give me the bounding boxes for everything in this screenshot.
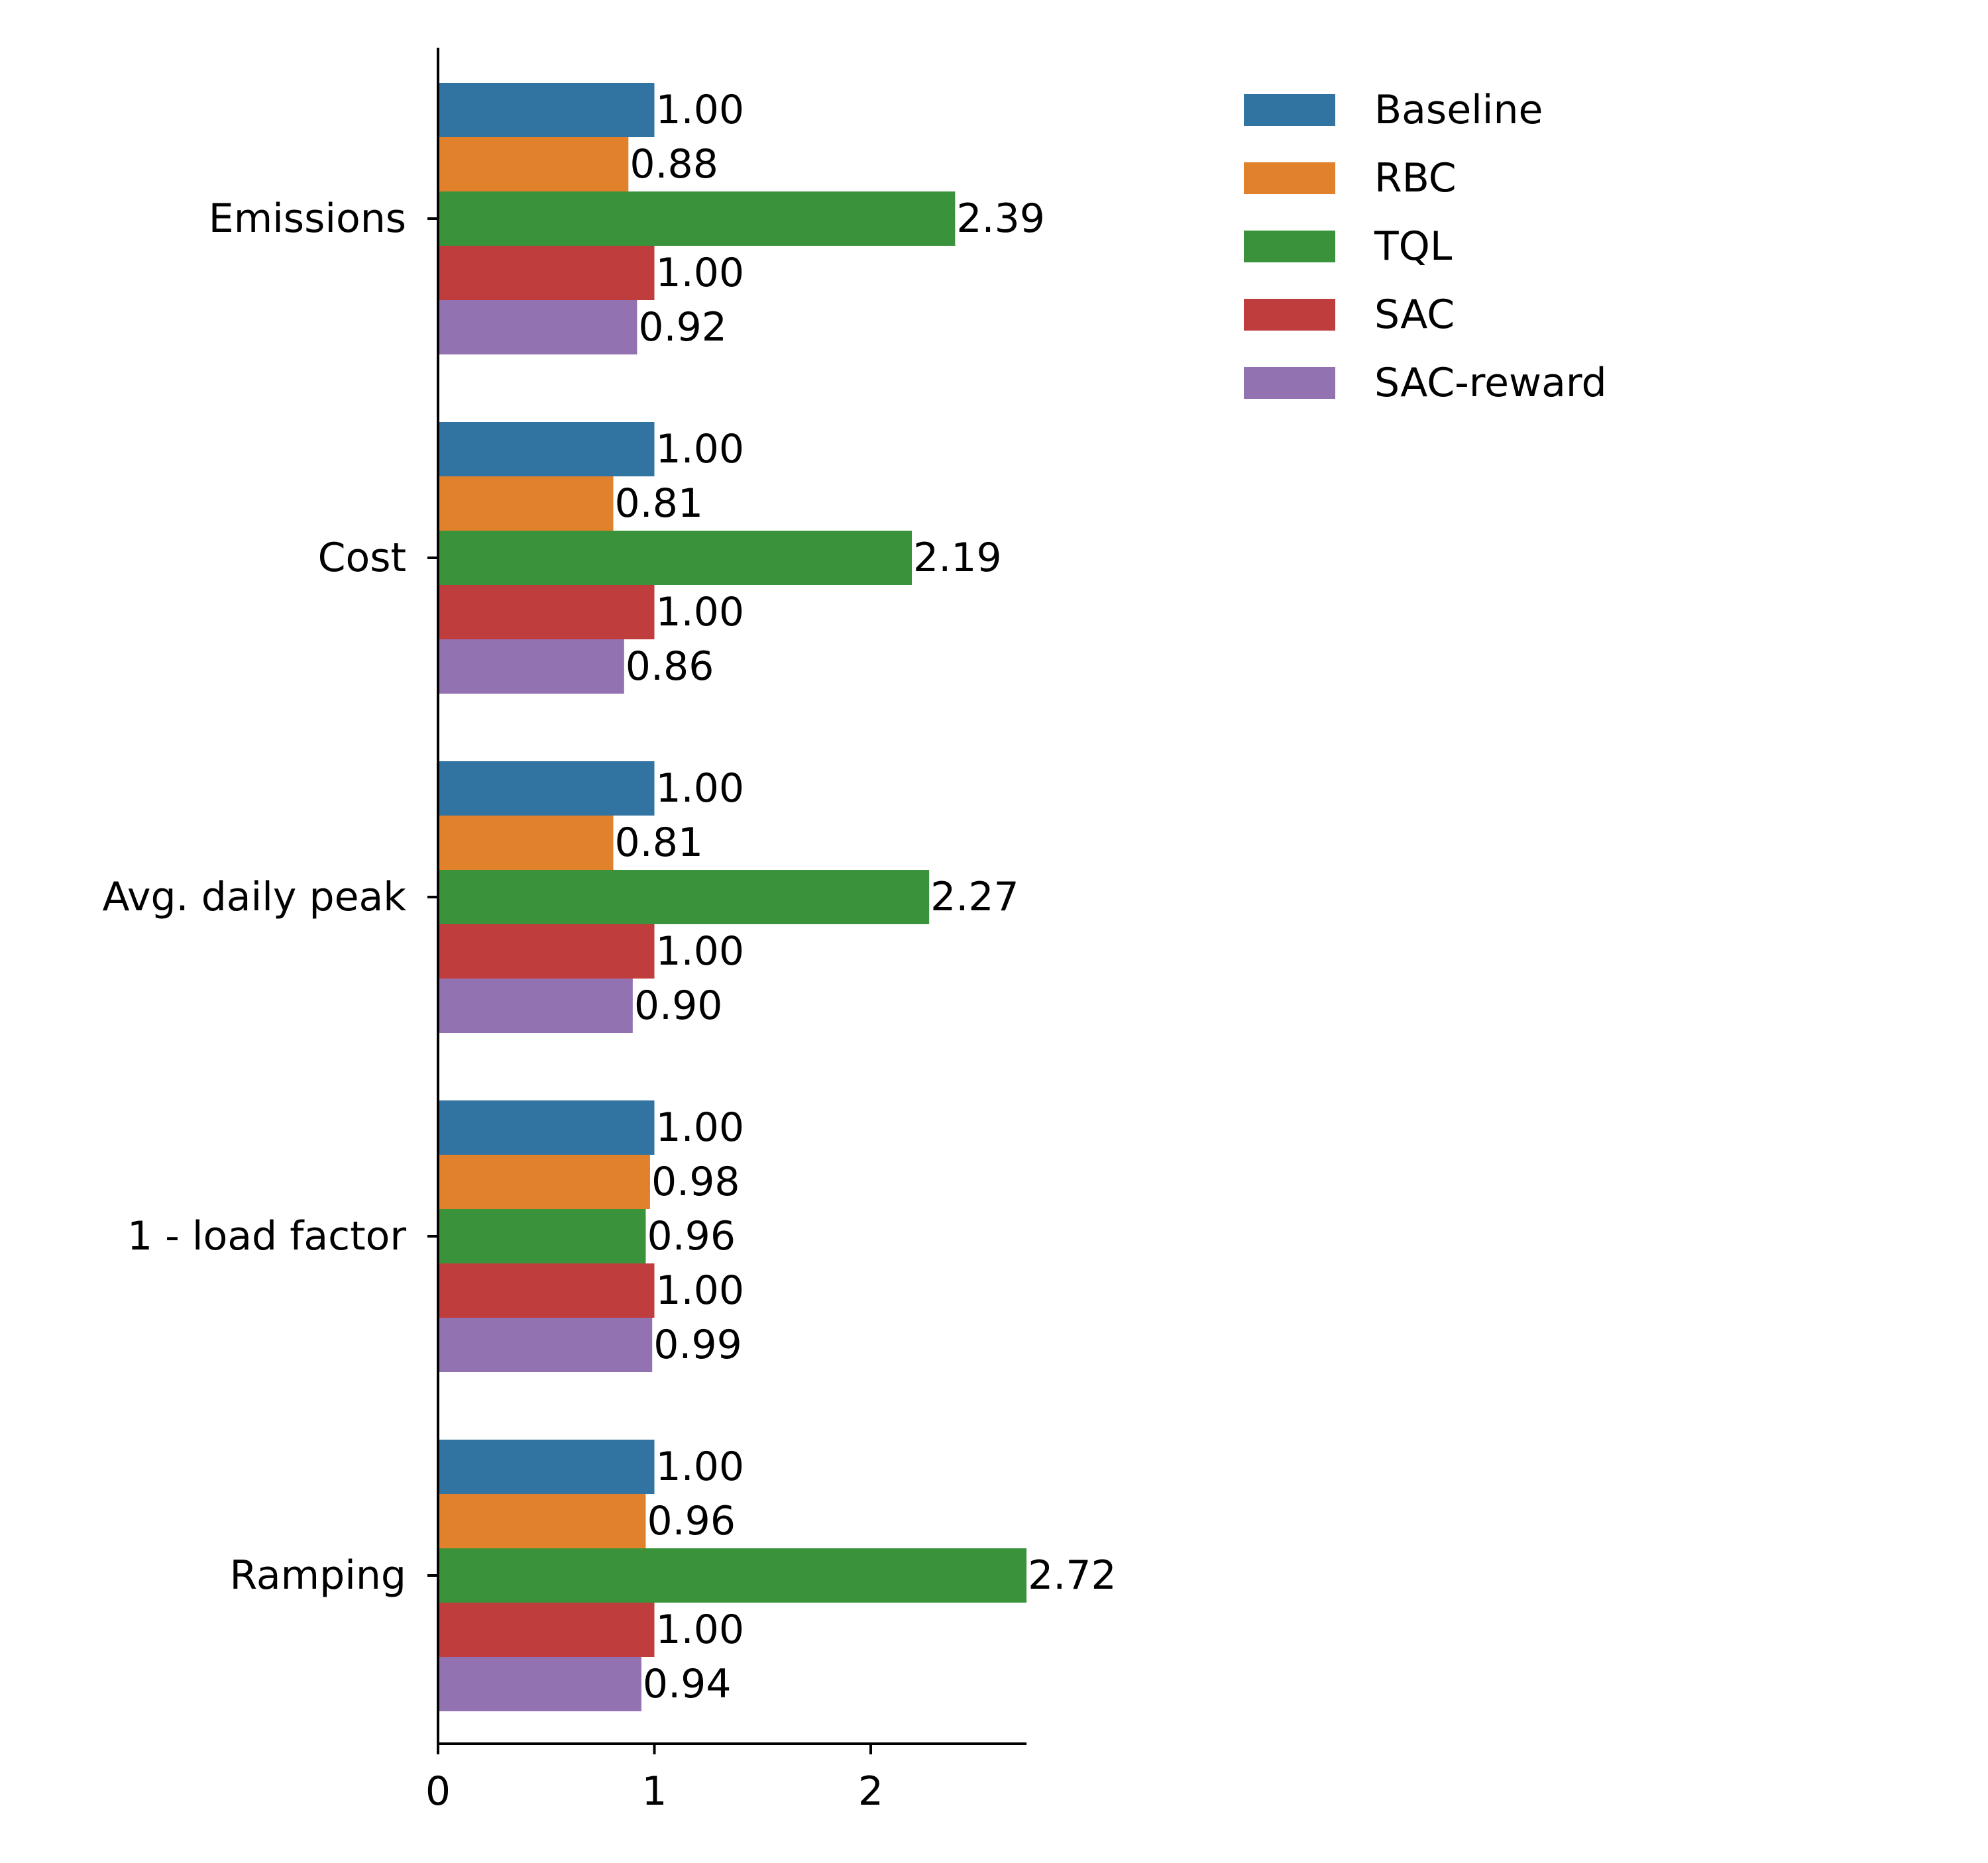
bar-tql-ramping — [438, 1548, 1027, 1603]
bar-value-label: 1.00 — [656, 87, 745, 133]
bar-value-label: 1.00 — [656, 928, 745, 975]
y-tick-label: Emissions — [209, 195, 406, 242]
bar-sac-reward-ramping — [438, 1657, 641, 1711]
bar-sac-cost — [438, 585, 655, 639]
bar-value-label: 0.90 — [634, 983, 723, 1029]
bar-value-label: 2.27 — [930, 874, 1019, 920]
bar-value-label: 0.92 — [638, 304, 727, 350]
bar-baseline-avg-daily-peak — [438, 761, 655, 816]
y-tick-label: Avg. daily peak — [102, 874, 406, 920]
legend-swatch — [1244, 367, 1335, 399]
bar-value-label: 1.00 — [656, 250, 745, 296]
legend-label: SAC-reward — [1374, 360, 1607, 406]
x-tick-label: 2 — [858, 1768, 883, 1815]
y-axis-ticks: Emissions Cost Avg. daily peak 1 - load fac… — [102, 195, 438, 1599]
bar-value-label: 0.81 — [614, 480, 703, 527]
legend-label: TQL — [1374, 223, 1453, 270]
y-tick-label: Ramping — [230, 1552, 406, 1599]
value-labels-layer: 1.00 0.88 2.39 1.00 0.92 1.00 0.81 2.19 1.00 0.86… — [614, 87, 1116, 1707]
bar-rbc-emissions — [438, 137, 629, 191]
legend-swatch — [1244, 94, 1335, 126]
bar-value-label: 0.86 — [626, 643, 714, 690]
bar-value-label: 0.98 — [651, 1159, 740, 1205]
bar-tql-avg-daily-peak — [438, 870, 930, 924]
bar-sac-reward-avg-daily-peak — [438, 979, 633, 1033]
legend-label: Baseline — [1374, 87, 1543, 133]
bar-baseline-1-load-factor — [438, 1100, 655, 1155]
bar-tql-cost — [438, 531, 912, 585]
bar-value-label: 1.00 — [656, 1267, 745, 1314]
bar-sac-avg-daily-peak — [438, 924, 655, 979]
legend-label: SAC — [1374, 292, 1455, 338]
legend-label: RBC — [1374, 155, 1457, 201]
bar-rbc-avg-daily-peak — [438, 816, 614, 870]
bar-value-label: 0.81 — [614, 820, 703, 866]
bar-baseline-emissions — [438, 83, 655, 137]
bar-value-label: 1.00 — [656, 426, 745, 472]
y-tick-label: 1 - load factor — [127, 1213, 406, 1259]
legend-swatch — [1244, 299, 1335, 331]
bar-rbc-ramping — [438, 1494, 646, 1548]
bar-rbc-1-load-factor — [438, 1155, 650, 1209]
legend: Baseline RBC TQL SAC SAC-reward — [1244, 87, 1607, 406]
bar-tql-1-load-factor — [438, 1209, 646, 1263]
bar-value-label: 0.94 — [643, 1661, 732, 1707]
bar-baseline-cost — [438, 422, 655, 476]
x-tick-label: 1 — [641, 1768, 667, 1815]
bar-value-label: 1.00 — [656, 1104, 745, 1151]
bar-baseline-ramping — [438, 1440, 655, 1494]
bar-tql-emissions — [438, 191, 956, 246]
bars-layer — [438, 83, 1027, 1711]
x-axis-ticks: 0 1 2 — [425, 1744, 883, 1815]
bar-sac-reward-cost — [438, 639, 624, 694]
bar-rbc-cost — [438, 476, 614, 531]
bar-value-label: 1.00 — [656, 1607, 745, 1653]
y-tick-label: Cost — [318, 535, 406, 581]
bar-value-label: 1.00 — [656, 589, 745, 635]
bar-sac-reward-emissions — [438, 300, 637, 354]
bar-value-label: 2.39 — [956, 195, 1045, 242]
legend-swatch — [1244, 231, 1335, 262]
bar-value-label: 0.96 — [647, 1213, 736, 1259]
bar-sac-1-load-factor — [438, 1263, 655, 1318]
bar-sac-reward-1-load-factor — [438, 1318, 653, 1372]
x-tick-label: 0 — [425, 1768, 451, 1815]
bar-value-label: 0.88 — [630, 141, 718, 187]
bar-sac-emissions — [438, 246, 655, 300]
bar-sac-ramping — [438, 1603, 655, 1657]
legend-swatch — [1244, 162, 1335, 194]
bar-value-label: 1.00 — [656, 1444, 745, 1490]
bar-value-label: 0.96 — [647, 1498, 736, 1544]
bar-value-label: 2.19 — [913, 535, 1002, 581]
bar-value-label: 0.99 — [653, 1322, 742, 1368]
bar-value-label: 1.00 — [656, 765, 745, 812]
bar-value-label: 2.72 — [1028, 1552, 1117, 1599]
